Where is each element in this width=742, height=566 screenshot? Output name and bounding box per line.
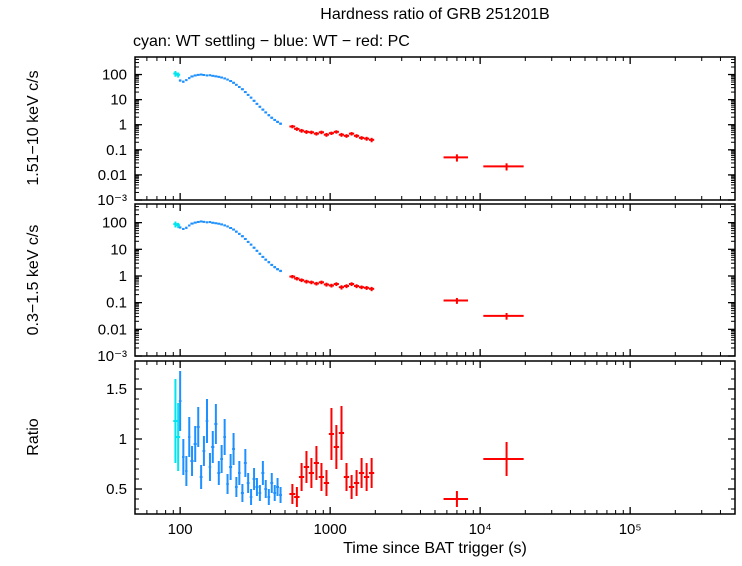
svg-text:10⁻³: 10⁻³ xyxy=(97,348,127,365)
chart-legend: cyan: WT settling − blue: WT − red: PC xyxy=(133,33,410,50)
y-axis-label-ratio: Ratio xyxy=(25,418,42,456)
x-axis-tick-labels: 100 1000 10⁴ 10⁵ xyxy=(168,521,642,538)
svg-text:0.5: 0.5 xyxy=(106,481,127,498)
svg-text:0.01: 0.01 xyxy=(98,321,127,338)
series-blue-soft xyxy=(178,220,282,273)
svg-text:10⁻³: 10⁻³ xyxy=(97,192,127,209)
svg-text:10⁴: 10⁴ xyxy=(469,521,492,538)
series-red-soft xyxy=(289,274,524,320)
panel-soft: 100 10 1 0.1 0.01 10⁻³ xyxy=(97,203,736,365)
series-cyan-soft xyxy=(173,221,181,229)
svg-text:10⁵: 10⁵ xyxy=(619,521,642,538)
panel-hard: 100 10 1 0.1 0.01 10⁻³ xyxy=(97,56,736,209)
svg-text:1: 1 xyxy=(119,268,127,285)
svg-text:10: 10 xyxy=(110,241,127,258)
series-red-hard xyxy=(289,124,524,171)
svg-text:0.1: 0.1 xyxy=(106,142,127,159)
chart-title: Hardness ratio of GRB 251201B xyxy=(320,6,550,23)
x-axis-label: Time since BAT trigger (s) xyxy=(343,540,527,557)
svg-text:1: 1 xyxy=(119,431,127,448)
svg-text:10: 10 xyxy=(110,92,127,109)
svg-text:0.1: 0.1 xyxy=(106,295,127,312)
series-blue-ratio xyxy=(178,371,282,505)
svg-text:100: 100 xyxy=(102,215,127,232)
svg-text:0.01: 0.01 xyxy=(98,167,127,184)
svg-text:100: 100 xyxy=(102,67,127,84)
series-cyan-hard xyxy=(173,71,181,78)
svg-text:100: 100 xyxy=(168,521,193,538)
svg-text:1000: 1000 xyxy=(313,521,346,538)
series-red-ratio xyxy=(289,406,524,507)
series-cyan-ratio xyxy=(173,379,181,471)
series-blue-hard xyxy=(178,73,282,125)
svg-text:1: 1 xyxy=(119,117,127,134)
svg-text:1.5: 1.5 xyxy=(106,381,127,398)
panel-ratio: 0.5 1 1.5 xyxy=(106,360,736,515)
